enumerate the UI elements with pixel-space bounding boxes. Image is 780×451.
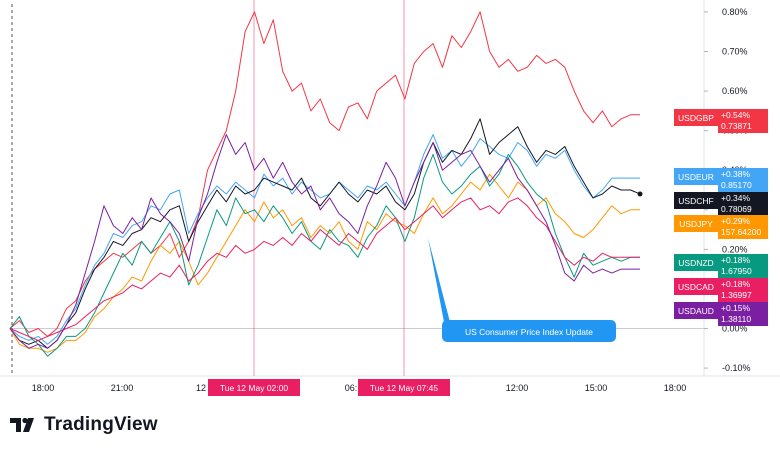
series-tag-usdeur: USDEUR +0.38%0.85170 — [674, 168, 768, 192]
series-tag-price: 157.64200 — [721, 227, 761, 237]
series-tag-price: 0.85170 — [721, 180, 752, 190]
x-tick-label: 15:00 — [585, 383, 608, 393]
y-tick-label: 0.20% — [722, 244, 748, 254]
series-tag-change: +0.15% — [721, 303, 751, 313]
series-tag-usdnzd: USDNZD +0.18%1.67950 — [674, 254, 768, 278]
y-tick-label: 0.60% — [722, 86, 748, 96]
series-tag-value-bg — [718, 109, 768, 133]
y-tick-label: 0.80% — [722, 7, 748, 17]
series-tag-change: +0.54% — [721, 110, 751, 120]
series-tag-name-bg — [674, 109, 718, 126]
series-tag-usdgbp: USDGBP +0.54%0.73871 — [674, 109, 768, 133]
series-tag-change: +0.29% — [721, 216, 751, 226]
series-tag-name-bg — [674, 278, 718, 295]
series-tag-value-bg — [718, 192, 768, 216]
series-tag-change: +0.18% — [721, 279, 751, 289]
series-tag-name: USDGBP — [678, 113, 714, 123]
series-tag-usdjpy: USDJPY +0.29%157.64200 — [674, 215, 768, 239]
series-tag-price: 1.67950 — [721, 266, 752, 276]
series-tag-name: USDCAD — [678, 282, 714, 292]
series-tag-name: USDJPY — [679, 219, 713, 229]
annotation-pointer — [428, 238, 450, 322]
event-markers — [253, 0, 405, 376]
annotation-box — [442, 320, 616, 342]
series-tag-name-bg — [674, 254, 718, 271]
series-tag-change: +0.18% — [721, 255, 751, 265]
series-line-usdeur — [9, 134, 640, 345]
series-tag-name-bg — [674, 215, 718, 232]
series-tag-value-bg — [718, 302, 768, 326]
x-tick-label: 06: — [345, 383, 358, 393]
y-tick-label: -0.10% — [722, 363, 751, 373]
series-tag-price: 1.38110 — [721, 314, 751, 324]
series-tag-usdchf: USDCHF +0.34%0.78069 — [674, 192, 768, 216]
series-tag-name-bg — [674, 192, 718, 209]
series-line-usdcad — [9, 197, 640, 341]
y-tick-label: 0.70% — [722, 46, 748, 56]
series-tag-value-bg — [718, 215, 768, 239]
event-marker-tag — [208, 379, 300, 396]
tradingview-icon — [10, 417, 34, 432]
cpi-annotation: US Consumer Price Index Update — [428, 238, 616, 342]
series-tag-usdaud: USDAUD +0.15%1.38110 — [674, 302, 768, 326]
series-tag-value-bg — [718, 278, 768, 302]
y-tick-label: 0.00% — [722, 324, 748, 334]
event-marker-tag — [358, 379, 450, 396]
series-line-usdaud — [9, 134, 640, 349]
series-tag-value-bg — [718, 254, 768, 278]
series-tag-price: 0.73871 — [721, 121, 752, 131]
series-tag-name: USDAUD — [678, 306, 714, 316]
brand-name: TradingView — [44, 414, 158, 435]
grid — [0, 0, 780, 377]
last-point-dot — [637, 191, 643, 197]
series-tag-value-bg — [718, 168, 768, 192]
x-tick-label: 12 — [196, 383, 206, 393]
series-tag-price: 0.78069 — [721, 204, 752, 214]
series-tag-name: USDCHF — [678, 196, 713, 206]
series-line-usdnzd — [9, 153, 640, 357]
x-tick-label: 21:00 — [111, 383, 134, 393]
series-tag-change: +0.34% — [721, 193, 751, 203]
series-tag-name-bg — [674, 302, 718, 319]
series-tag-name-bg — [674, 168, 718, 185]
tradingview-logo: TradingView — [10, 414, 158, 436]
event-marker-label: Tue 12 May 02:00 — [220, 383, 288, 393]
series-lines — [9, 11, 643, 357]
event-marker-label: Tue 12 May 07:45 — [370, 383, 438, 393]
x-tick-label: 18:00 — [32, 383, 55, 393]
x-axis: 18:00 21:00 12 06: 12:00 15:00 18:00 Tue 12 May… — [32, 379, 687, 396]
series-tag-name: USDEUR — [678, 172, 714, 182]
series-line-usdgbp — [9, 11, 640, 337]
series-line-usdchf — [9, 118, 641, 349]
x-tick-label: 12:00 — [506, 383, 529, 393]
series-tag-name: USDNZD — [678, 258, 713, 268]
series-tag-change: +0.38% — [721, 169, 751, 179]
annotation-text: US Consumer Price Index Update — [465, 327, 593, 337]
series-tag-usdcad: USDCAD +0.18%1.36997 — [674, 278, 768, 302]
x-tick-label: 18:00 — [664, 383, 687, 393]
series-tag-price: 1.36997 — [721, 290, 752, 300]
